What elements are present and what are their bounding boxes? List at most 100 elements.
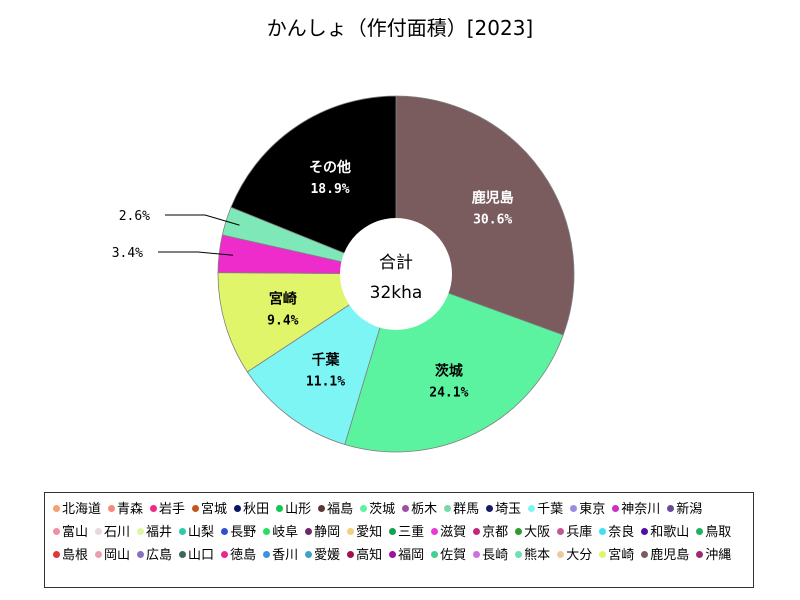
legend-swatch: [95, 551, 103, 558]
legend-swatch: [221, 528, 229, 535]
legend-label: 沖縄: [705, 548, 732, 563]
legend-item: 宮崎: [599, 544, 634, 567]
legend-label: 宮崎: [608, 548, 635, 563]
legend-item: 福岡: [389, 544, 424, 567]
legend-label: 徳島: [230, 548, 257, 563]
legend-swatch: [599, 528, 607, 535]
legend-item: 三重: [389, 521, 424, 544]
legend-label: 北海道: [62, 502, 102, 517]
slice-name-label: 鹿児島: [471, 189, 514, 206]
legend-label: 福岡: [398, 548, 425, 563]
slice-percent-label: 2.6%: [119, 209, 150, 224]
legend-swatch: [486, 505, 494, 512]
legend-label: 青森: [117, 502, 144, 517]
legend-swatch: [192, 505, 200, 512]
legend-label: 山口: [188, 548, 215, 563]
legend-label: 神奈川: [621, 502, 661, 517]
legend-item: 秋田: [234, 498, 269, 521]
legend-swatch: [53, 551, 60, 558]
slice-percent-label: 24.1%: [429, 385, 468, 400]
legend-label: 広島: [146, 548, 173, 563]
legend-label: 鳥取: [705, 525, 732, 540]
legend-item: 長野: [221, 521, 256, 544]
legend-label: 兵庫: [566, 525, 593, 540]
legend-swatch: [528, 505, 536, 512]
legend-swatch: [696, 528, 704, 535]
legend-label: 山形: [285, 502, 312, 517]
legend-swatch: [234, 505, 242, 512]
legend-item: 徳島: [221, 544, 256, 567]
leader-line: [165, 214, 240, 226]
legend-item: 千葉: [528, 498, 563, 521]
legend-label: 石川: [104, 525, 131, 540]
legend-item: 山梨: [179, 521, 214, 544]
legend-label: 愛媛: [314, 548, 341, 563]
pie-chart: 鹿児島 30.6% 茨城 24.1% 千葉 11.1% 宮崎 9.4% 3.4% 2.6% その他 1…: [112, 95, 575, 453]
legend-item: 熊本: [515, 544, 550, 567]
legend-swatch: [431, 528, 439, 535]
legend-item: 静岡: [305, 521, 340, 544]
slice-percent-label: 18.9%: [310, 182, 349, 197]
legend-item: 富山: [53, 521, 88, 544]
legend-swatch: [263, 551, 271, 558]
legend-swatch: [305, 528, 313, 535]
legend-item: 京都: [473, 521, 508, 544]
slice-percent-label: 9.4%: [267, 313, 298, 328]
leader-line: [158, 251, 234, 256]
legend-label: 東京: [579, 502, 606, 517]
legend-swatch: [389, 551, 397, 558]
legend-item: 岐阜: [263, 521, 298, 544]
chart-title: かんしょ（作付面積）[2023]: [266, 16, 534, 40]
legend-swatch: [276, 505, 284, 512]
legend-label: 富山: [62, 525, 89, 540]
slice-percent-label: 30.6%: [473, 212, 512, 227]
legend-label: 大阪: [524, 525, 551, 540]
legend-label: 佐賀: [440, 548, 467, 563]
legend-swatch: [53, 505, 60, 512]
legend-swatch: [347, 528, 355, 535]
legend-swatch: [431, 551, 439, 558]
legend-item: 愛媛: [305, 544, 340, 567]
legend-label: 京都: [482, 525, 509, 540]
legend-swatch: [137, 551, 145, 558]
legend-swatch: [318, 505, 326, 512]
legend-label: 島根: [62, 548, 89, 563]
legend-swatch: [473, 528, 481, 535]
legend-item: 岩手: [150, 498, 185, 521]
legend-swatch: [53, 528, 60, 535]
legend-label: 大分: [566, 548, 593, 563]
legend-label: 高知: [356, 548, 383, 563]
legend-label: 栃木: [411, 502, 438, 517]
slice-name-label: 千葉: [312, 352, 341, 369]
slice-name-label: 茨城: [435, 362, 463, 379]
center-value: 32kha: [370, 283, 423, 303]
legend-label: 福島: [327, 502, 354, 517]
legend: 北海道 青森 岩手 宮城 秋田 山形 福島 茨城 栃木 群馬 埼玉 千葉 東京 神奈川 新潟富山 石川 福井 山梨…: [44, 492, 754, 588]
legend-item: 愛知: [347, 521, 382, 544]
legend-label: 宮城: [201, 502, 228, 517]
slice-name-label: 宮崎: [269, 290, 297, 307]
legend-item: 石川: [95, 521, 130, 544]
legend-item: 岡山: [95, 544, 130, 567]
legend-item: 埼玉: [486, 498, 521, 521]
legend-swatch: [667, 505, 675, 512]
legend-label: 秋田: [243, 502, 270, 517]
center-hole: [340, 218, 452, 330]
legend-item: 栃木: [402, 498, 437, 521]
legend-item: 群馬: [444, 498, 479, 521]
legend-item: 広島: [137, 544, 172, 567]
legend-item: 宮城: [192, 498, 227, 521]
legend-item: 和歌山: [641, 521, 689, 544]
legend-swatch: [557, 528, 565, 535]
legend-swatch: [515, 551, 523, 558]
legend-item: 島根: [53, 544, 88, 567]
legend-item: 福井: [137, 521, 172, 544]
legend-swatch: [641, 551, 649, 558]
legend-item: 大阪: [515, 521, 550, 544]
legend-label: 香川: [272, 548, 299, 563]
legend-label: 岡山: [104, 548, 131, 563]
legend-item: 大分: [557, 544, 592, 567]
legend-label: 和歌山: [650, 525, 690, 540]
legend-label: 熊本: [524, 548, 551, 563]
legend-label: 埼玉: [495, 502, 522, 517]
